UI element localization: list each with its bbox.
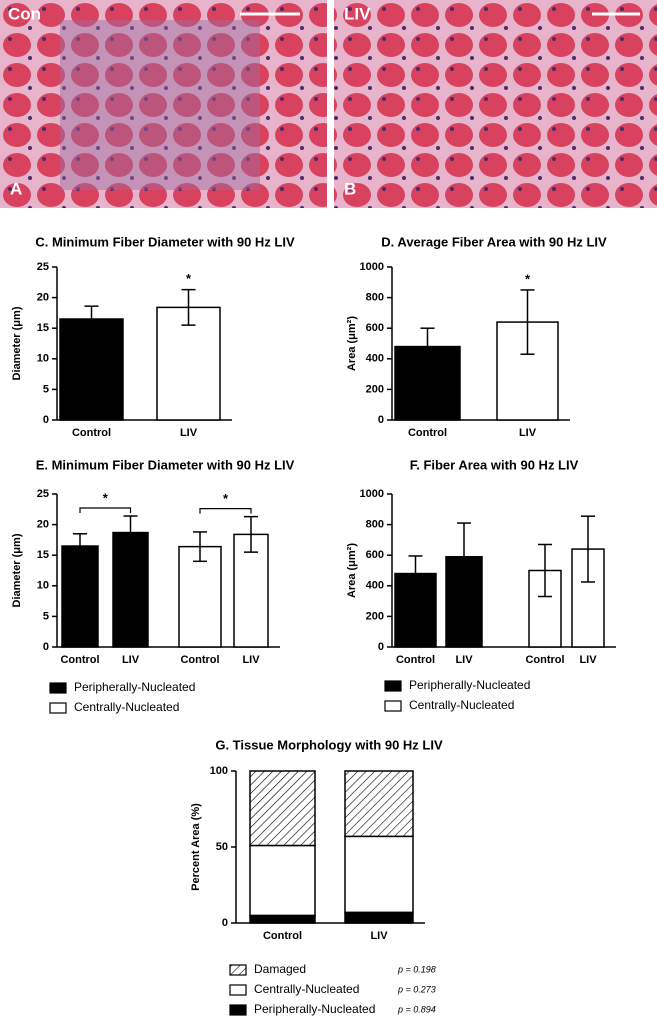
legend-swatch [384, 700, 402, 712]
p-value: p = 0.198 [397, 964, 436, 974]
y-tick-label: 25 [37, 488, 49, 500]
image-label: LIV [344, 4, 371, 23]
x-tick-label: Control [396, 654, 435, 666]
chart-title: G. Tissue Morphology with 90 Hz LIV [215, 737, 443, 752]
legend-label: Peripherally-Nucleated [74, 680, 195, 694]
y-axis-label: Area (μm²) [346, 543, 358, 598]
bar [112, 531, 149, 648]
significance: * [525, 271, 531, 286]
legend-swatch [229, 964, 247, 976]
x-tick-label: LIV [519, 427, 537, 439]
y-tick-label: 600 [366, 322, 384, 334]
y-tick-label: 0 [43, 641, 49, 653]
bar [61, 545, 99, 648]
legend-label: Centrally-Nucleated [74, 700, 179, 714]
bar [156, 306, 221, 421]
y-tick-label: 600 [366, 549, 384, 561]
chart-title: C. Minimum Fiber Diameter with 90 Hz LIV [35, 234, 295, 249]
y-axis-label: Area (μm²) [346, 316, 358, 371]
chart-title: F. Fiber Area with 90 Hz LIV [410, 457, 579, 472]
y-tick-label: 400 [366, 580, 384, 592]
y-tick-label: 10 [37, 580, 49, 592]
x-tick-label: LIV [579, 654, 597, 666]
y-tick-label: 0 [222, 917, 228, 929]
legend-label: Peripherally-Nucleated [409, 678, 530, 692]
y-tick-label: 20 [37, 292, 49, 304]
p-value: p = 0.894 [397, 1004, 436, 1014]
legend-swatch [49, 682, 67, 694]
y-tick-label: 50 [216, 841, 228, 853]
y-tick-label: 0 [43, 414, 49, 426]
x-tick-label: Control [180, 654, 219, 666]
x-tick-label: Control [263, 930, 302, 942]
bar [59, 318, 124, 421]
legend-label: Peripherally-Nucleated [254, 1002, 375, 1016]
legend-swatch [384, 680, 402, 692]
y-tick-label: 15 [37, 322, 49, 334]
y-axis-label: Percent Area (%) [190, 803, 202, 891]
bar [233, 533, 269, 648]
micrograph-a: Con A [0, 0, 327, 208]
x-tick-label: Control [525, 654, 564, 666]
micrograph-b: LIV B [334, 0, 657, 208]
x-tick-label: Control [408, 427, 447, 439]
legend-label: Centrally-Nucleated [409, 698, 514, 712]
significance-bracket [79, 507, 132, 514]
bar [344, 835, 414, 914]
x-tick-label: LIV [122, 654, 140, 666]
legend-swatch [229, 1004, 247, 1016]
bar [249, 770, 316, 847]
y-axis-label: Diameter (μm) [11, 533, 23, 607]
legend-swatch [49, 702, 67, 714]
y-tick-label: 800 [366, 292, 384, 304]
bar [344, 770, 414, 838]
chart-title: E. Minimum Fiber Diameter with 90 Hz LIV [36, 457, 295, 472]
x-tick-label: Control [60, 654, 99, 666]
y-tick-label: 10 [37, 353, 49, 365]
y-tick-label: 1000 [360, 488, 384, 500]
x-tick-label: LIV [455, 654, 473, 666]
y-tick-label: 5 [43, 610, 49, 622]
legend-label: Centrally-Nucleated [254, 982, 359, 996]
significance-bracket [199, 508, 252, 514]
bar [249, 844, 316, 917]
bar [344, 911, 414, 924]
chart-title: D. Average Fiber Area with 90 Hz LIV [381, 234, 607, 249]
significance: * [186, 271, 192, 286]
significance: * [223, 491, 229, 506]
bar [249, 914, 316, 924]
p-value: p = 0.273 [397, 984, 436, 994]
y-tick-label: 200 [366, 383, 384, 395]
y-tick-label: 5 [43, 383, 49, 395]
legend-swatch [229, 984, 247, 996]
panel-letter: A [10, 179, 22, 198]
y-tick-label: 0 [378, 641, 384, 653]
x-tick-label: LIV [370, 930, 388, 942]
y-tick-label: 0 [378, 414, 384, 426]
legend-label: Damaged [254, 962, 306, 976]
x-tick-label: LIV [242, 654, 260, 666]
y-tick-label: 100 [210, 765, 228, 777]
significance: * [103, 490, 109, 505]
y-tick-label: 25 [37, 261, 49, 273]
image-label: Con [8, 4, 41, 23]
y-tick-label: 800 [366, 519, 384, 531]
panel-letter: B [344, 179, 356, 198]
y-tick-label: 400 [366, 353, 384, 365]
y-axis-label: Diameter (μm) [11, 306, 23, 380]
y-tick-label: 20 [37, 519, 49, 531]
y-tick-label: 15 [37, 549, 49, 561]
y-tick-label: 200 [366, 610, 384, 622]
x-tick-label: Control [72, 427, 111, 439]
y-tick-label: 1000 [360, 261, 384, 273]
x-tick-label: LIV [180, 427, 198, 439]
